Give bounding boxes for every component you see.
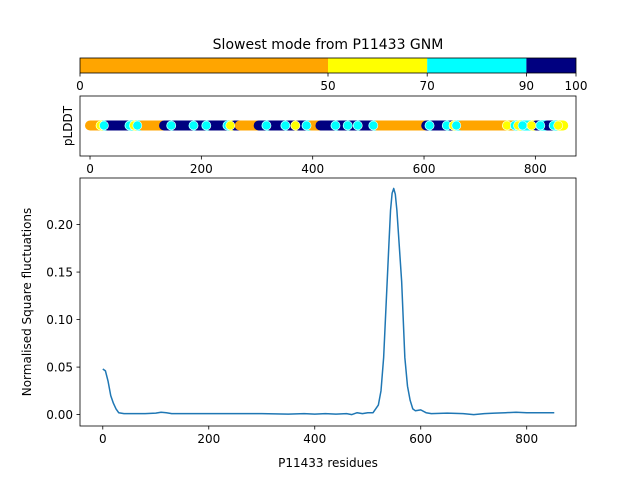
x-tick-label: 400: [303, 432, 326, 446]
plddt-marker-edge: [280, 120, 291, 131]
strip-x-tick-label: 600: [413, 162, 436, 176]
plddt-marker-edge: [166, 120, 177, 131]
plddt-marker-edge: [526, 120, 537, 131]
strip-y-label: pLDDT: [61, 105, 75, 146]
series-line-0: [102, 187, 555, 416]
colorbar-segment-0: [80, 58, 328, 73]
x-tick-label: 600: [409, 432, 432, 446]
strip-x-tick-label: 800: [524, 162, 547, 176]
y-tick-label: 0.10: [46, 313, 73, 327]
fluctuation-line-axes: 0 200 400 600 800 0.00 0.05 0.10 0.15 0.20: [46, 177, 577, 446]
plddt-marker-edge: [301, 120, 312, 131]
plddt-colorbar: 0 50 70 90 100: [76, 57, 588, 93]
plddt-band-44: [456, 120, 512, 131]
x-tick-label: 200: [197, 432, 220, 446]
plddt-marker-edge: [99, 120, 109, 131]
strip-markers: [85, 120, 569, 131]
plddt-marker-edge: [451, 120, 462, 131]
y-axis-label: Normalised Square fluctuations: [20, 208, 34, 397]
plddt-marker-edge: [424, 120, 435, 131]
plddt-marker-edge: [535, 120, 546, 131]
x-tick-label: 800: [515, 432, 538, 446]
y-tick-label: 0.15: [46, 266, 73, 280]
x-axis-label: P11433 residues: [278, 456, 378, 470]
y-tick-label: 0.05: [46, 361, 73, 375]
y-tick-label: 0.20: [46, 218, 73, 232]
plddt-marker-edge: [553, 120, 563, 131]
colorbar-segment-3: [526, 58, 576, 73]
colorbar-segment-1: [328, 58, 428, 73]
strip-frame: [79, 95, 577, 157]
plddt-marker-edge: [132, 120, 143, 131]
strip-x-tick-label: 200: [190, 162, 213, 176]
plddt-marker-edge: [342, 120, 353, 131]
plddt-marker-edge: [261, 120, 272, 131]
main-frame: [79, 177, 577, 427]
plddt-marker-edge: [517, 120, 528, 131]
plddt-marker-edge: [201, 120, 212, 131]
plddt-marker-edge: [330, 120, 341, 131]
plddt-marker-edge: [352, 120, 363, 131]
chart-title: Slowest mode from P11433 GNM: [213, 37, 444, 53]
colorbar-tick-label: 90: [519, 79, 534, 93]
strip-x-tick-label: 400: [301, 162, 324, 176]
y-tick-label: 0.00: [46, 408, 73, 422]
plddt-marker-edge: [188, 120, 199, 131]
strip-x-tick-label: 0: [86, 162, 94, 176]
colorbar-segment-2: [427, 58, 527, 73]
x-tick-label: 0: [99, 432, 107, 446]
plddt-band-36: [371, 120, 431, 131]
colorbar-tick-label: 0: [76, 79, 84, 93]
colorbar-tick-label: 50: [320, 79, 335, 93]
plddt-marker-edge: [225, 120, 236, 131]
plddt-marker-edge: [290, 120, 301, 131]
plddt-strip-axes: 0 200 400 600 800 pLDDT: [61, 95, 577, 176]
colorbar-tick-label: 70: [420, 79, 435, 93]
colorbar-tick-label: 100: [565, 79, 588, 93]
plddt-marker-edge: [368, 120, 379, 131]
